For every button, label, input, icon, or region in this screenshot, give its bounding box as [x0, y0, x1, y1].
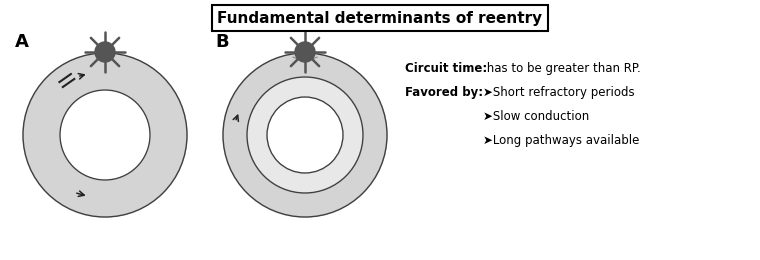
Text: Circuit time:: Circuit time: — [405, 62, 487, 75]
Text: B: B — [215, 33, 229, 51]
Circle shape — [23, 53, 187, 217]
Text: ➤Slow conduction: ➤Slow conduction — [483, 109, 589, 122]
Circle shape — [267, 97, 343, 173]
Text: ➤Long pathways available: ➤Long pathways available — [483, 133, 639, 146]
Circle shape — [95, 42, 115, 62]
Text: Fundamental determinants of reentry: Fundamental determinants of reentry — [217, 10, 543, 25]
Text: A: A — [15, 33, 29, 51]
Text: ➤Short refractory periods: ➤Short refractory periods — [483, 86, 635, 99]
Circle shape — [295, 42, 315, 62]
Circle shape — [247, 77, 363, 193]
Circle shape — [60, 90, 150, 180]
Text: has to be greater than RP.: has to be greater than RP. — [483, 62, 641, 75]
Circle shape — [223, 53, 387, 217]
Text: Favored by:: Favored by: — [405, 86, 483, 99]
